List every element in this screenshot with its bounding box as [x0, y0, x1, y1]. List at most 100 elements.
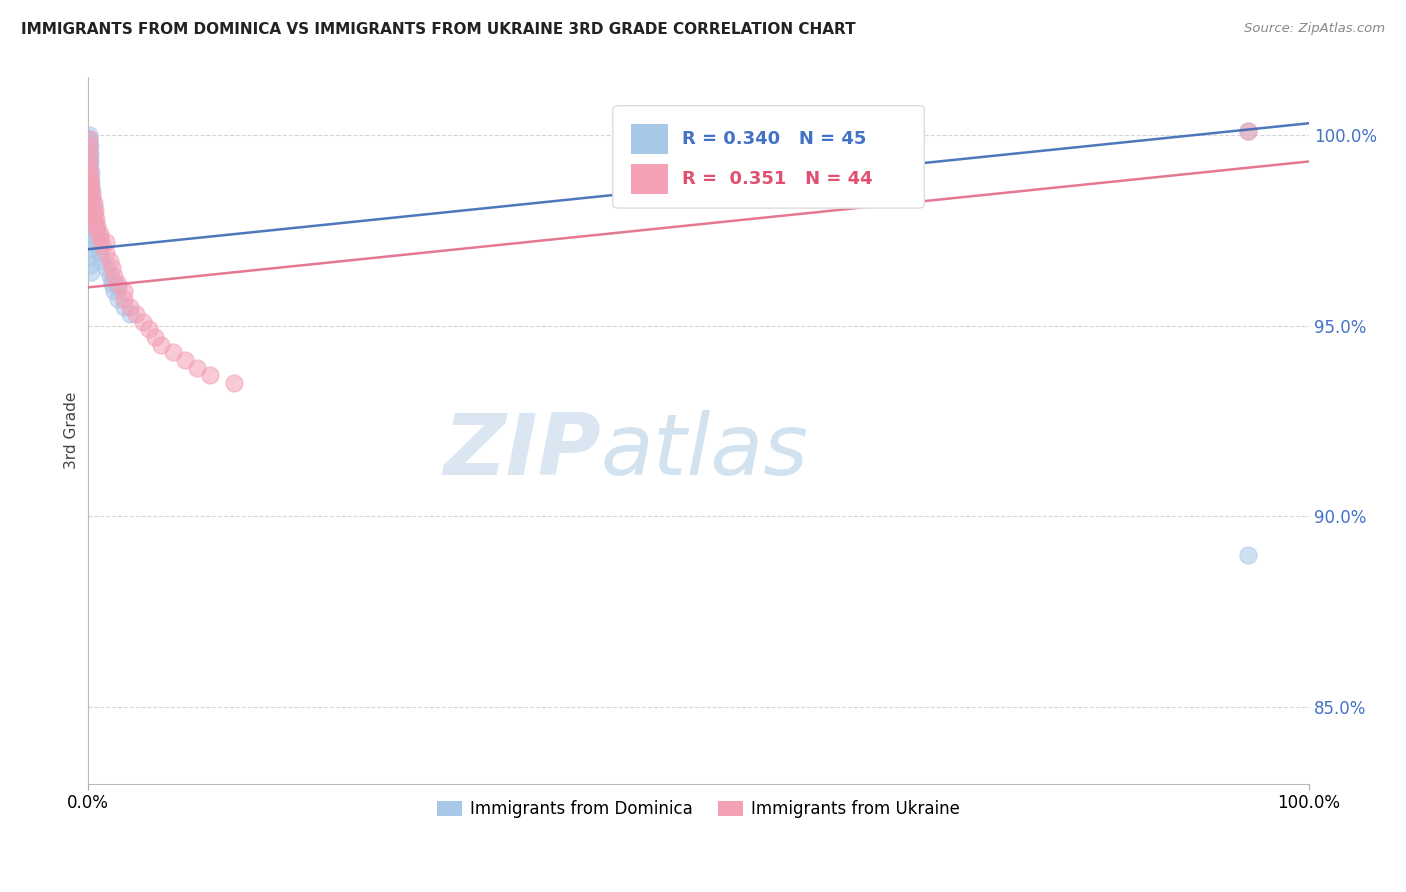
Point	[83, 215, 105, 229]
Point	[94, 261, 117, 276]
Point	[143, 330, 166, 344]
Point	[112, 300, 135, 314]
Point	[80, 181, 103, 195]
Text: ZIP: ZIP	[443, 410, 600, 493]
Point	[186, 360, 208, 375]
Point	[79, 173, 101, 187]
Point	[77, 196, 100, 211]
Point	[120, 300, 142, 314]
Point	[131, 315, 153, 329]
Point	[101, 261, 124, 276]
Point	[80, 265, 103, 279]
Point	[103, 284, 125, 298]
Point	[107, 292, 129, 306]
Point	[86, 231, 108, 245]
FancyBboxPatch shape	[631, 124, 668, 153]
Point	[77, 154, 100, 169]
Point	[138, 322, 160, 336]
Point	[84, 223, 107, 237]
Point	[80, 166, 103, 180]
Point	[77, 143, 100, 157]
Point	[107, 277, 129, 291]
Point	[91, 238, 114, 252]
Point	[86, 223, 108, 237]
Point	[101, 273, 124, 287]
Point	[125, 307, 148, 321]
Point	[112, 284, 135, 298]
Point	[174, 353, 197, 368]
Point	[80, 181, 103, 195]
Point	[77, 188, 100, 202]
Point	[79, 219, 101, 234]
Point	[86, 219, 108, 234]
Point	[77, 166, 100, 180]
Legend: Immigrants from Dominica, Immigrants from Ukraine: Immigrants from Dominica, Immigrants fro…	[430, 794, 966, 825]
Point	[77, 242, 100, 256]
Text: IMMIGRANTS FROM DOMINICA VS IMMIGRANTS FROM UKRAINE 3RD GRADE CORRELATION CHART: IMMIGRANTS FROM DOMINICA VS IMMIGRANTS F…	[21, 22, 856, 37]
Point	[82, 188, 104, 202]
Point	[80, 200, 103, 214]
Point	[101, 277, 124, 291]
Point	[77, 151, 100, 165]
Text: atlas: atlas	[600, 410, 808, 493]
Point	[149, 337, 172, 351]
Y-axis label: 3rd Grade: 3rd Grade	[65, 392, 79, 469]
Point	[79, 139, 101, 153]
Text: R =  0.351   N = 44: R = 0.351 N = 44	[682, 170, 873, 188]
Point	[94, 246, 117, 260]
Point	[79, 154, 101, 169]
Point	[91, 253, 114, 268]
Point	[83, 204, 105, 219]
Point	[79, 169, 101, 184]
Point	[94, 235, 117, 249]
Point	[162, 345, 184, 359]
Point	[77, 250, 100, 264]
Point	[80, 193, 103, 207]
Point	[77, 158, 100, 172]
Point	[77, 204, 100, 219]
Point	[1237, 124, 1260, 138]
Point	[79, 211, 101, 226]
Point	[89, 246, 111, 260]
Point	[1237, 548, 1260, 562]
Point	[83, 208, 105, 222]
Point	[103, 268, 125, 283]
Point	[98, 268, 121, 283]
Point	[77, 131, 100, 145]
FancyBboxPatch shape	[631, 164, 668, 194]
Point	[87, 238, 110, 252]
Point	[82, 185, 104, 199]
Point	[77, 162, 100, 177]
Point	[77, 136, 100, 150]
Point	[80, 227, 103, 241]
Point	[107, 280, 129, 294]
Point	[82, 235, 104, 249]
Point	[82, 193, 104, 207]
Point	[83, 196, 105, 211]
Point	[120, 307, 142, 321]
Point	[77, 146, 100, 161]
Point	[77, 128, 100, 142]
FancyBboxPatch shape	[613, 105, 924, 208]
Point	[79, 162, 101, 177]
Point	[80, 173, 103, 187]
Point	[89, 231, 111, 245]
Point	[198, 368, 221, 383]
Point	[79, 146, 101, 161]
Point	[77, 139, 100, 153]
Text: R = 0.340   N = 45: R = 0.340 N = 45	[682, 130, 868, 148]
Point	[83, 215, 105, 229]
Point	[79, 258, 101, 272]
Point	[224, 376, 246, 390]
Point	[1237, 124, 1260, 138]
Point	[89, 227, 111, 241]
Point	[79, 178, 101, 192]
Point	[112, 292, 135, 306]
Point	[79, 185, 101, 199]
Point	[83, 200, 105, 214]
Point	[84, 211, 107, 226]
Point	[77, 131, 100, 145]
Point	[83, 208, 105, 222]
Text: Source: ZipAtlas.com: Source: ZipAtlas.com	[1244, 22, 1385, 36]
Point	[98, 253, 121, 268]
